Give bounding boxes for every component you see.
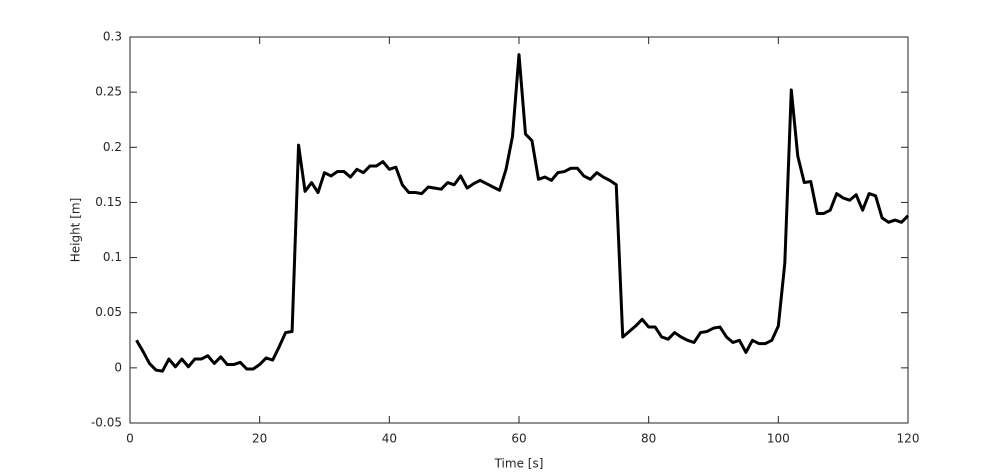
y-tick-label: 0.1: [103, 250, 122, 264]
y-tick-label: 0: [114, 360, 122, 374]
y-tick-label: 0.05: [95, 305, 122, 319]
x-tick-label: 0: [126, 432, 134, 446]
y-tick-label: 0.2: [103, 140, 122, 154]
y-tick-label: -0.05: [91, 416, 122, 430]
x-tick-label: 80: [641, 432, 656, 446]
x-tick-label: 100: [767, 432, 790, 446]
plot-box: [129, 36, 909, 424]
y-tick-label: 0.3: [103, 30, 122, 44]
x-tick-label: 60: [511, 432, 526, 446]
y-tick-label: 0.15: [95, 195, 122, 209]
x-axis-label: Time [s]: [494, 457, 544, 471]
x-tick-label: 120: [897, 432, 920, 446]
y-tick-label: 0.25: [95, 85, 122, 99]
data-line: [135, 53, 910, 373]
x-tick-label: 20: [252, 432, 267, 446]
x-tick-label: 40: [382, 432, 397, 446]
y-axis-label: Height [m]: [69, 198, 83, 263]
